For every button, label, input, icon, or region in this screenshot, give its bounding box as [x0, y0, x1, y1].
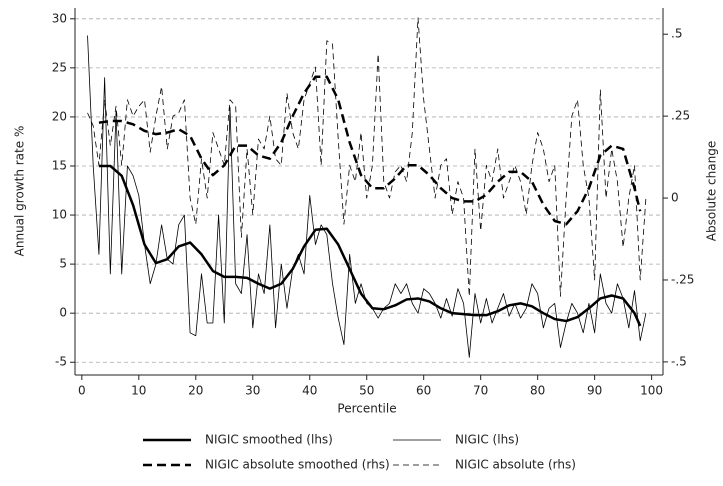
y2-tick-label: -.25	[671, 272, 694, 286]
y2-tick-label: 0	[671, 191, 679, 205]
y2-tick-label: -.5	[671, 354, 687, 368]
y-tick-label: 25	[52, 60, 67, 74]
x-tick-label: 90	[587, 384, 602, 398]
y-tick-label: 0	[59, 306, 67, 320]
legend-label: NIGIC absolute (rhs)	[455, 458, 576, 472]
x-tick-label: 40	[302, 384, 317, 398]
x-axis-title: Percentile	[337, 402, 396, 416]
legend-label: NIGIC smoothed (lhs)	[205, 433, 333, 447]
x-tick-label: 100	[640, 384, 663, 398]
series-line	[98, 164, 642, 327]
y-tick-label: 30	[52, 11, 67, 25]
x-tick-label: 80	[530, 384, 545, 398]
x-tick-label: 70	[473, 384, 488, 398]
x-tick-label: 60	[416, 384, 431, 398]
y2-tick-label: .25	[671, 109, 690, 123]
series-line	[87, 17, 647, 297]
legend-label: NIGIC (lhs)	[455, 433, 519, 447]
x-tick-label: 0	[78, 384, 86, 398]
x-tick-label: 30	[245, 384, 260, 398]
y-tick-label: -5	[55, 355, 67, 369]
series-line	[98, 75, 642, 226]
x-tick-label: 20	[188, 384, 203, 398]
x-tick-label: 50	[359, 384, 374, 398]
y2-axis-title: Absolute change	[705, 141, 719, 241]
y-tick-label: 15	[52, 158, 67, 172]
y2-tick-label: .5	[671, 27, 682, 41]
y-tick-label: 5	[59, 257, 67, 271]
y-axis-title: Annual growth rate %	[13, 126, 27, 257]
series-line	[87, 35, 647, 358]
y-tick-label: 20	[52, 109, 67, 123]
y-tick-label: 10	[52, 208, 67, 222]
x-tick-label: 10	[131, 384, 146, 398]
legend-label: NIGIC absolute smoothed (rhs)	[205, 458, 390, 472]
